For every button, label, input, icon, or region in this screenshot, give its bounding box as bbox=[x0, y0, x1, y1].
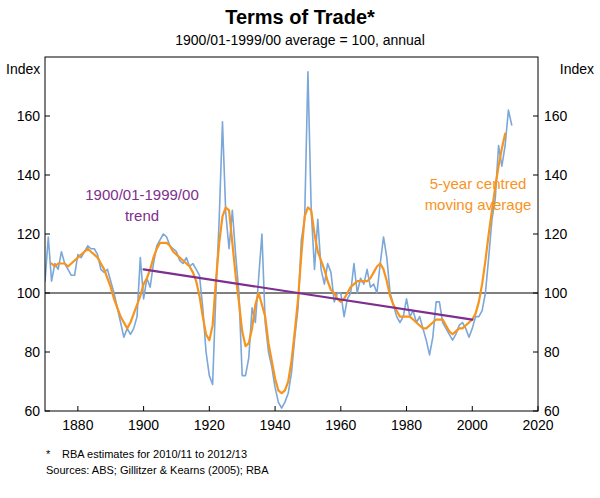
y2-tick-label: 80 bbox=[544, 344, 560, 360]
annotation: moving average bbox=[425, 196, 532, 213]
chart: Terms of Trade* 1900/01-1999/00 average =… bbox=[0, 0, 600, 498]
x-tick bbox=[406, 406, 407, 411]
y-tick-label: 80 bbox=[24, 344, 40, 360]
series-line bbox=[144, 269, 473, 319]
y-tick-label: 100 bbox=[17, 285, 41, 301]
x-tick-label: 1960 bbox=[325, 417, 356, 433]
x-tick bbox=[472, 406, 473, 411]
x-tick-label: 1980 bbox=[391, 417, 422, 433]
x-tick-label: 1880 bbox=[62, 417, 93, 433]
y2-tick-label: 140 bbox=[544, 167, 568, 183]
title: Terms of Trade* bbox=[225, 6, 375, 28]
annotation: trend bbox=[125, 207, 159, 224]
y-tick-label: 60 bbox=[24, 403, 40, 419]
y2-tick bbox=[533, 175, 538, 176]
note: RBA estimates for 2010/11 to 2012/13 bbox=[62, 448, 247, 460]
y-tick-label: 120 bbox=[17, 226, 41, 242]
x-tick-label: 2000 bbox=[457, 417, 488, 433]
y-axis-label: Index bbox=[6, 61, 40, 77]
y2-tick-label: 160 bbox=[544, 108, 568, 124]
annotation: 5-year centred bbox=[430, 175, 527, 192]
y2-tick-label: 120 bbox=[544, 226, 568, 242]
series-line bbox=[52, 134, 506, 394]
y-tick bbox=[45, 234, 50, 235]
y2-axis-label: Index bbox=[560, 61, 594, 77]
series-line bbox=[45, 72, 512, 408]
subtitle: 1900/01-1999/00 average = 100, annual bbox=[175, 32, 425, 48]
y2-tick bbox=[533, 234, 538, 235]
x-tick bbox=[77, 406, 78, 411]
x-tick-label: 2020 bbox=[522, 417, 553, 433]
x-tick bbox=[275, 406, 276, 411]
y-tick-label: 140 bbox=[17, 167, 41, 183]
x-tick bbox=[209, 406, 210, 411]
source: Sources: ABS; Gillitzer & Kearns (2005);… bbox=[46, 464, 269, 476]
y2-tick bbox=[533, 116, 538, 117]
x-tick-label: 1900 bbox=[128, 417, 159, 433]
y-tick-label: 160 bbox=[17, 108, 41, 124]
plot-area bbox=[45, 72, 538, 408]
x-tick bbox=[143, 406, 144, 411]
note-marker: * bbox=[46, 448, 51, 460]
x-tick-label: 1920 bbox=[194, 417, 225, 433]
y2-tick-label: 100 bbox=[544, 285, 568, 301]
annotation: 1900/01-1999/00 bbox=[85, 186, 198, 203]
y-tick bbox=[45, 352, 50, 353]
y-tick bbox=[45, 116, 50, 117]
x-tick bbox=[340, 406, 341, 411]
plot-frame bbox=[45, 57, 538, 411]
y2-tick bbox=[533, 352, 538, 353]
y-tick bbox=[45, 175, 50, 176]
x-tick-label: 1940 bbox=[259, 417, 290, 433]
